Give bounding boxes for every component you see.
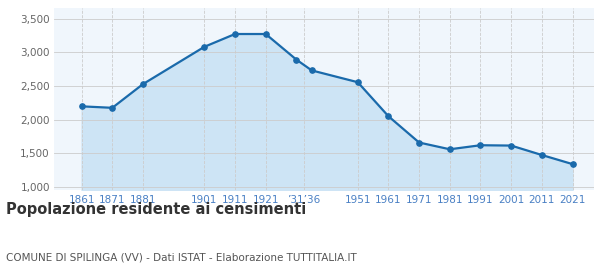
- Text: COMUNE DI SPILINGA (VV) - Dati ISTAT - Elaborazione TUTTITALIA.IT: COMUNE DI SPILINGA (VV) - Dati ISTAT - E…: [6, 252, 357, 262]
- Text: Popolazione residente ai censimenti: Popolazione residente ai censimenti: [6, 202, 306, 217]
